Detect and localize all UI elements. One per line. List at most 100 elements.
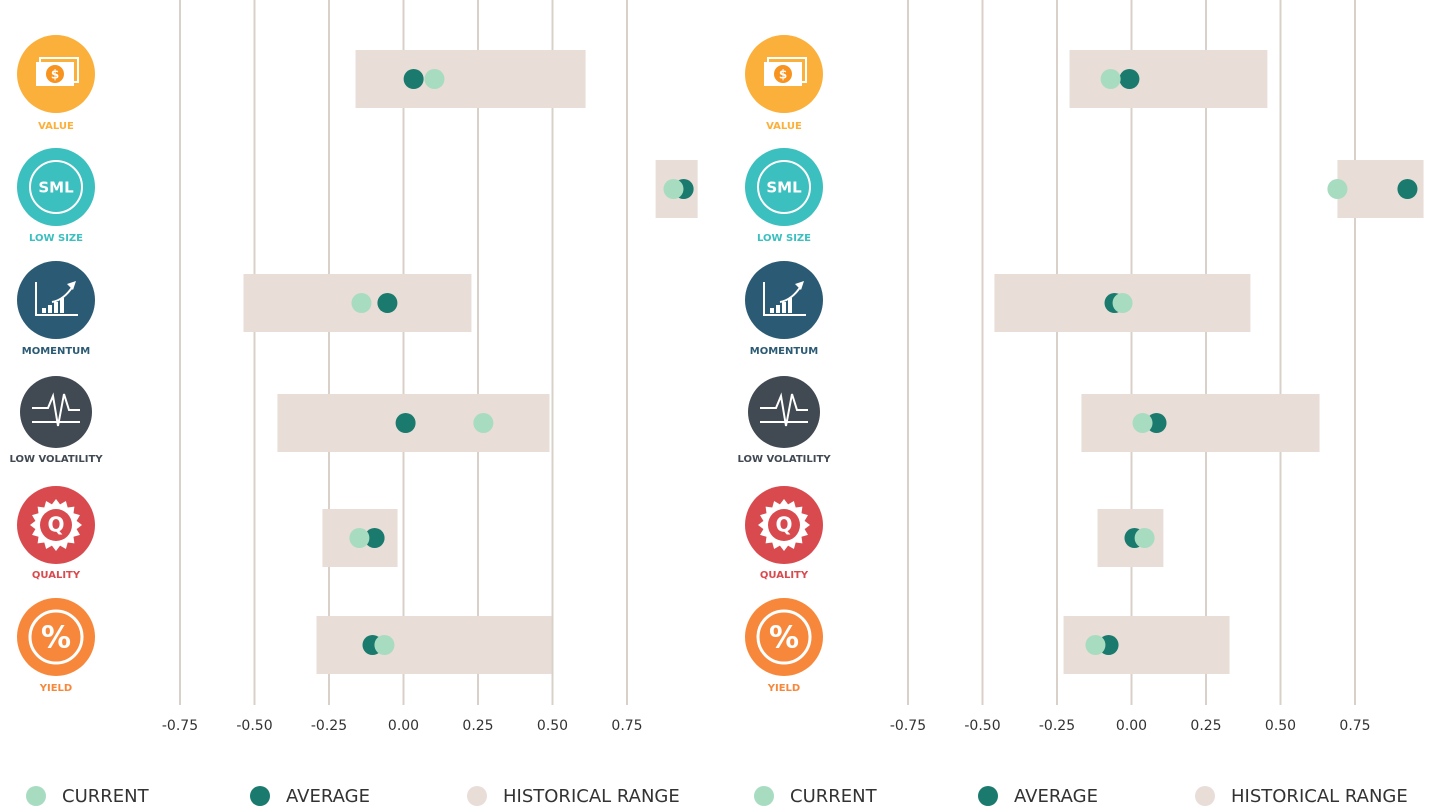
current-dot xyxy=(1134,528,1155,548)
current-dot xyxy=(1100,69,1121,89)
current-dot xyxy=(374,635,395,655)
icon-glyph: Q xyxy=(775,513,792,537)
x-tick-label: 0.00 xyxy=(388,718,419,734)
category-label: QUALITY xyxy=(760,570,809,581)
category-icon xyxy=(17,261,95,339)
legend-marker xyxy=(26,786,46,806)
icon-lines xyxy=(32,392,80,427)
x-tick-label: 0.50 xyxy=(1265,718,1296,734)
x-tick-label: 0.25 xyxy=(462,718,493,734)
category-icon xyxy=(748,376,820,448)
range-bar xyxy=(1081,394,1320,452)
icon-bar xyxy=(788,298,792,313)
icon-bar xyxy=(60,298,64,313)
legend-label: HISTORICAL RANGE xyxy=(503,786,680,807)
average-dot xyxy=(1119,69,1140,89)
icon-ring xyxy=(29,160,83,214)
icon-ring xyxy=(28,609,84,665)
icon-circle xyxy=(17,148,95,226)
category-icon: $ xyxy=(17,35,95,113)
category-label: VALUE xyxy=(38,121,74,132)
icon-bar xyxy=(782,302,786,313)
icon-bar xyxy=(54,302,58,313)
current-dot xyxy=(1085,635,1106,655)
average-dot xyxy=(1146,413,1167,433)
icon-glyph: $ xyxy=(51,68,59,82)
panel: -0.75 -0.50 -0.25 0.00 0.25 0.50 0.75 $ VALUE SML… xyxy=(9,0,698,807)
average-dot xyxy=(403,69,424,89)
current-dot xyxy=(424,69,445,89)
average-dot xyxy=(395,413,416,433)
category-icon: % xyxy=(17,598,95,676)
category-label: LOW SIZE xyxy=(29,233,83,244)
icon-arrowhead xyxy=(795,281,804,290)
x-tick-label: -0.75 xyxy=(890,718,926,734)
icon-lines xyxy=(763,282,806,316)
x-tick-label: 0.00 xyxy=(1116,718,1147,734)
category-label: VALUE xyxy=(766,121,802,132)
category-label: MOMENTUM xyxy=(750,346,819,357)
current-dot xyxy=(351,293,372,313)
icon-bar xyxy=(770,308,774,313)
icon-glyph: $ xyxy=(779,68,787,82)
legend-marker xyxy=(978,786,998,806)
range-bar xyxy=(355,50,586,108)
icon-glyph: SML xyxy=(766,179,802,197)
x-tick-label: 0.75 xyxy=(611,718,642,734)
legend-marker xyxy=(754,786,774,806)
icon-glyph: SML xyxy=(38,179,74,197)
icon-glyph: % xyxy=(41,621,71,656)
x-tick-label: -0.25 xyxy=(311,718,347,734)
category-icon: Q xyxy=(745,486,823,564)
icon-ring xyxy=(756,609,812,665)
icon-bar xyxy=(48,305,52,313)
legend-marker xyxy=(1195,786,1215,806)
icon-coin xyxy=(774,65,792,83)
category-label: YIELD xyxy=(767,683,800,694)
category-icon: $ xyxy=(745,35,823,113)
icon-lines xyxy=(760,392,808,427)
average-dot xyxy=(377,293,398,313)
icon-glyph: % xyxy=(769,621,799,656)
icon-circle xyxy=(745,148,823,226)
current-dot xyxy=(1327,179,1348,199)
category-label: LOW VOLATILITY xyxy=(737,454,831,465)
category-icon xyxy=(745,261,823,339)
average-dot xyxy=(1397,179,1418,199)
current-dot xyxy=(1132,413,1153,433)
x-tick-label: 0.25 xyxy=(1190,718,1221,734)
range-bar xyxy=(316,616,552,674)
category-icon xyxy=(20,376,92,448)
legend-label: HISTORICAL RANGE xyxy=(1231,786,1408,807)
icon-circle xyxy=(17,598,95,676)
range-bar xyxy=(1069,50,1268,108)
icon-bar xyxy=(42,308,46,313)
current-dot xyxy=(349,528,370,548)
category-icon: % xyxy=(745,598,823,676)
icon-circle xyxy=(745,598,823,676)
category-label: LOW VOLATILITY xyxy=(9,454,103,465)
x-tick-label: -0.25 xyxy=(1039,718,1075,734)
icon-bar xyxy=(776,305,780,313)
x-tick-label: -0.75 xyxy=(162,718,198,734)
legend-label: AVERAGE xyxy=(286,786,370,807)
legend-marker xyxy=(250,786,270,806)
category-icon: SML xyxy=(745,148,823,226)
icon-ring xyxy=(757,160,811,214)
x-tick-label: 0.75 xyxy=(1339,718,1370,734)
category-icon: Q xyxy=(17,486,95,564)
x-tick-label: -0.50 xyxy=(236,718,272,734)
category-label: MOMENTUM xyxy=(22,346,91,357)
icon-seal-inner xyxy=(768,509,800,541)
current-dot xyxy=(1112,293,1133,313)
icon-glyph: Q xyxy=(47,513,64,537)
category-label: LOW SIZE xyxy=(757,233,811,244)
panel: -0.75 -0.50 -0.25 0.00 0.25 0.50 0.75 $ VALUE SML… xyxy=(737,0,1424,807)
icon-arrowhead xyxy=(67,281,76,290)
x-tick-label: -0.50 xyxy=(964,718,1000,734)
category-label: YIELD xyxy=(39,683,72,694)
legend-label: CURRENT xyxy=(62,786,150,807)
legend-marker xyxy=(467,786,487,806)
icon-seal-inner xyxy=(40,509,72,541)
